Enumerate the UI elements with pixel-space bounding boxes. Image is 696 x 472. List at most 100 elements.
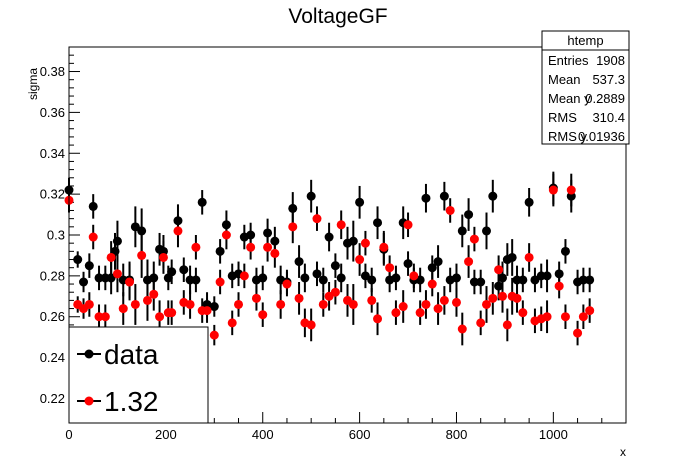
point-data — [336, 273, 346, 283]
y-tick-label: 0.38 — [40, 64, 65, 79]
point-series-1-32 — [445, 205, 455, 215]
point-data — [373, 218, 383, 228]
plot-frame — [68, 46, 627, 424]
x-tick-label: 1000 — [539, 427, 568, 442]
point-series-1-32 — [360, 238, 370, 248]
point-data — [73, 255, 83, 265]
point-series-1-32 — [427, 279, 437, 289]
point-data — [451, 273, 461, 283]
point-series-1-32 — [239, 271, 249, 281]
point-data — [457, 226, 467, 236]
chart-title: VoltageGF — [288, 5, 387, 28]
point-series-1-32 — [173, 226, 183, 236]
point-series-1-32 — [566, 185, 576, 195]
legend: data 1.32 — [68, 326, 209, 424]
point-data — [482, 226, 492, 236]
point-series-1-32 — [167, 308, 177, 318]
point-series-1-32 — [355, 255, 365, 265]
point-data — [112, 236, 122, 246]
point-data — [494, 281, 504, 291]
point-data — [355, 197, 365, 207]
point-data — [507, 252, 517, 262]
x-tick-label: 0 — [65, 427, 72, 442]
legend-label-data: data — [104, 339, 159, 370]
point-series-1-32 — [476, 318, 486, 328]
point-data — [560, 246, 570, 256]
x-tick-label: 800 — [446, 427, 468, 442]
point-series-1-32 — [234, 299, 244, 309]
point-series-1-32 — [158, 252, 168, 262]
y-tick-label: 0.28 — [40, 268, 65, 283]
point-series-1-32 — [125, 277, 135, 287]
point-series-1-32 — [421, 299, 431, 309]
point-series-1-32 — [524, 252, 534, 262]
point-data — [427, 263, 437, 273]
point-series-1-32 — [403, 220, 413, 230]
point-series-1-32 — [149, 289, 159, 299]
y-tick-label: 0.26 — [40, 309, 65, 324]
point-data — [542, 271, 552, 281]
point-series-1-32 — [215, 277, 225, 287]
stats-row-label: Mean y — [548, 91, 591, 106]
point-series-1-32 — [330, 287, 340, 297]
point-data — [476, 277, 486, 287]
point-series-1-32 — [155, 312, 165, 322]
point-series-1-32 — [439, 295, 449, 305]
point-series-1-32 — [270, 248, 280, 258]
point-data — [209, 302, 219, 312]
stats-row-label: RMS y — [548, 129, 588, 144]
stats-box-title: htemp — [567, 33, 603, 48]
point-data — [215, 246, 225, 256]
point-series-1-32 — [398, 302, 408, 312]
point-data — [94, 273, 104, 283]
point-series-1-32 — [288, 222, 298, 232]
point-data — [137, 226, 147, 236]
point-data — [421, 193, 431, 203]
point-series-1-32 — [88, 232, 98, 242]
axis-ticks: 0 200 400 600 800 1000 0.22 0.24 0.26 0.28 0.3 0.32… — [40, 46, 627, 442]
point-series-1-32 — [191, 242, 201, 252]
point-series-1-32 — [336, 220, 346, 230]
x-axis-label: x — [620, 445, 626, 459]
point-data — [88, 201, 98, 211]
point-data — [403, 259, 413, 269]
point-series-1-32 — [306, 320, 316, 330]
point-data — [79, 277, 89, 287]
point-series-1-32 — [118, 304, 128, 314]
point-data — [578, 275, 588, 285]
y-tick-label: 0.3 — [47, 228, 65, 243]
stats-row-value: 537.3 — [592, 72, 625, 87]
point-series-1-32 — [130, 299, 140, 309]
point-series-1-32 — [294, 293, 304, 303]
point-series-1-32 — [578, 312, 588, 322]
point-data — [439, 191, 449, 201]
point-data — [433, 257, 443, 267]
point-series-1-32 — [100, 312, 110, 322]
x-tick-label: 200 — [155, 427, 177, 442]
point-series-1-32 — [251, 293, 261, 303]
point-data — [312, 269, 322, 279]
point-series-1-32 — [367, 295, 377, 305]
point-series-1-32 — [497, 291, 507, 301]
point-series-1-32 — [209, 330, 219, 340]
point-series-1-32 — [137, 250, 147, 260]
point-series-1-32 — [554, 281, 564, 291]
point-data — [191, 275, 201, 285]
y-tick-label: 0.32 — [40, 187, 65, 202]
point-series-1-32 — [512, 293, 522, 303]
point-series-1-32 — [379, 242, 389, 252]
point-series-1-32 — [494, 265, 504, 275]
point-series-1-32 — [312, 214, 322, 224]
point-data — [324, 232, 334, 242]
point-series-1-32 — [464, 257, 474, 267]
point-series-1-32 — [469, 234, 479, 244]
point-series-1-32 — [318, 299, 328, 309]
point-data — [300, 273, 310, 283]
y-tick-label: 0.34 — [40, 146, 65, 161]
point-data — [585, 275, 595, 285]
point-series-1-32 — [433, 304, 443, 314]
point-series-1-32 — [373, 314, 383, 324]
point-series-1-32 — [263, 242, 273, 252]
